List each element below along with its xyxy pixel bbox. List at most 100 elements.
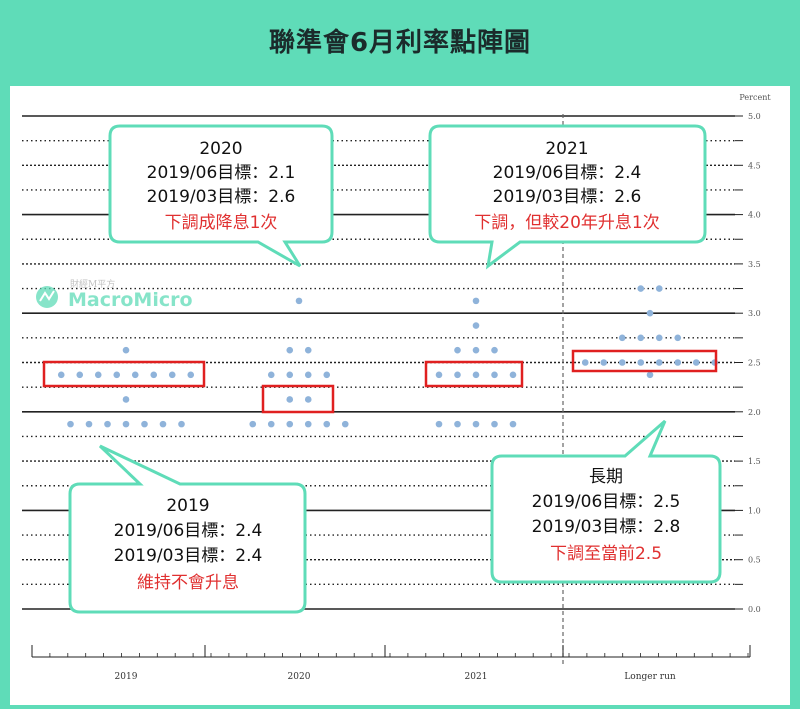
participant-dot (637, 359, 645, 366)
y-tick-label: 1.0 (748, 506, 761, 515)
participant-dot (472, 371, 480, 379)
x-tick-label: Longer run (624, 672, 676, 682)
highlight-box-longer-run (571, 349, 718, 373)
participant-dot (600, 359, 608, 366)
participant-dot (57, 371, 65, 379)
y-tick-label: 3.0 (748, 309, 761, 318)
highlight-box-2021 (424, 360, 524, 388)
x-tick-label: 2020 (288, 672, 311, 682)
participant-dot (267, 420, 275, 428)
participant-dot (491, 346, 498, 354)
callout-2019: 2019 2019/06目標：2.4 2019/03目標：2.4 維持不會升息 (68, 444, 307, 614)
callout-longer-run-march: 2019/03目標：2.8 (532, 517, 681, 537)
dot-plot-chart: 0.0 0.5 1.0 1.5 2.0 2.5 3.0 3.5 4.0 4.5 5.0 Percen… (22, 93, 771, 682)
y-tick-label: 4.0 (748, 211, 761, 220)
y-tick-label: 3.5 (748, 260, 761, 269)
callout-longer-run-june: 2019/06目標：2.5 (532, 492, 681, 512)
participant-dot (618, 334, 626, 342)
callout-2021-year: 2021 (545, 139, 588, 159)
x-tick-label: 2021 (465, 672, 488, 682)
participant-dot (141, 420, 148, 428)
participant-dot (286, 346, 294, 354)
participant-dot (491, 371, 498, 379)
y-axis-label: Percent (739, 93, 771, 102)
y-tick-label: 2.0 (748, 408, 761, 417)
participant-dot (187, 371, 195, 379)
participant-dot (637, 285, 645, 292)
callout-2021-note: 下調，但較20年升息1次 (474, 213, 659, 233)
participant-dot (323, 420, 331, 428)
participant-dot (491, 420, 498, 428)
participant-dot (581, 359, 589, 366)
participant-dot (472, 297, 480, 305)
participant-dot (304, 420, 312, 428)
callout-longer-run: 長期 2019/06目標：2.5 2019/03目標：2.8 下調至當前2.5 (490, 419, 722, 584)
participant-dot (674, 359, 682, 366)
participant-dot (94, 371, 102, 379)
watermark-brand: MacroMicro (68, 289, 193, 311)
macromicro-watermark: 財經M平方 MacroMicro (36, 278, 193, 311)
x-tick-label: 2019 (115, 672, 138, 682)
page-title: 聯準會6月利率點陣圖 (268, 27, 532, 58)
participant-dot (323, 371, 331, 379)
participant-dot (178, 420, 185, 428)
participant-dot (454, 346, 461, 354)
participant-dot (618, 359, 626, 366)
callout-2020-june: 2019/06目標：2.1 (147, 163, 296, 183)
participant-dot (131, 371, 139, 379)
callout-2019-note: 維持不會升息 (137, 573, 239, 593)
participant-dot (674, 334, 682, 342)
participant-dot (85, 420, 93, 428)
participant-dot (267, 371, 275, 379)
participant-dot (159, 420, 167, 428)
y-tick-label: 4.5 (748, 161, 761, 170)
callout-2020-march: 2019/03目標：2.6 (147, 187, 296, 207)
callout-longer-run-label: 長期 (589, 467, 623, 487)
callout-2019-year: 2019 (166, 496, 209, 516)
callout-2019-march: 2019/03目標：2.4 (114, 546, 263, 566)
participant-dot (435, 371, 443, 379)
y-tick-label: 2.5 (748, 359, 761, 368)
participant-dot (509, 371, 517, 379)
participant-dot (150, 371, 158, 379)
participant-dot (104, 420, 111, 428)
participant-dot (655, 359, 663, 366)
participant-dot (249, 420, 257, 428)
callout-2020-year: 2020 (199, 139, 242, 159)
callout-2019-june: 2019/06目標：2.4 (114, 521, 263, 541)
participant-dot (286, 420, 294, 428)
participant-dot (286, 396, 294, 403)
participant-dot (304, 371, 312, 379)
participant-dot (286, 371, 294, 379)
callout-2020: 2020 2019/06目標：2.1 2019/03目標：2.6 下調成降息1次 (108, 124, 334, 268)
participant-dot (341, 420, 349, 428)
watermark-sub: 財經M平方 (70, 278, 115, 290)
participant-dot (454, 420, 461, 428)
participant-dot (472, 322, 480, 329)
participant-dot (122, 346, 130, 354)
participant-dot (646, 309, 654, 317)
participant-dot (67, 420, 74, 428)
participant-dot (76, 371, 84, 379)
participant-dot (655, 334, 663, 342)
y-tick-label: 0.0 (748, 605, 761, 614)
participant-dot (304, 346, 312, 354)
callout-2021-march: 2019/03目標：2.6 (493, 187, 642, 207)
participant-dot (655, 285, 663, 292)
participant-dot (454, 371, 461, 379)
participant-dot (472, 346, 480, 354)
dot-plot-panel: 0.0 0.5 1.0 1.5 2.0 2.5 3.0 3.5 4.0 4.5 5.0 Percen… (10, 86, 790, 705)
participant-dot (435, 420, 443, 428)
participant-dot (637, 334, 645, 342)
participant-dot (113, 371, 121, 379)
participant-dot (122, 396, 130, 403)
callout-2021: 2021 2019/06目標：2.4 2019/03目標：2.6 下調，但較20… (428, 124, 707, 270)
highlight-box-2020 (261, 384, 335, 414)
y-tick-label: 0.5 (748, 556, 761, 565)
highlight-box-2019 (42, 360, 206, 388)
participant-dot (509, 420, 517, 428)
callout-longer-run-note: 下調至當前2.5 (550, 544, 662, 564)
callout-2021-june: 2019/06目標：2.4 (493, 163, 642, 183)
participant-dot (646, 371, 654, 379)
